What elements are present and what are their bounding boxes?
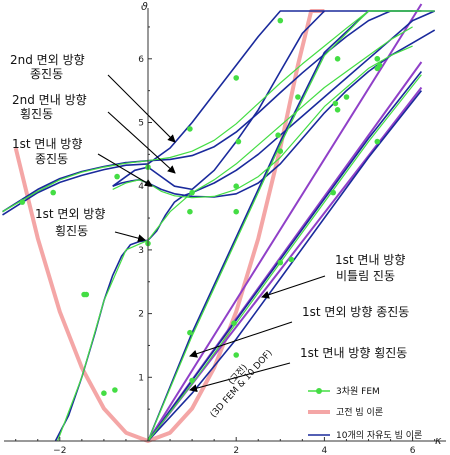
- ten-dof-curve-4: [112, 10, 325, 191]
- fem-point-27: [275, 132, 281, 138]
- fem-point-2: [50, 189, 56, 196]
- fem-point-8: [277, 17, 284, 24]
- fem-curve-4: [147, 10, 422, 442]
- legend-label-1: 3차원 FEM: [336, 385, 380, 397]
- annotation-line2-4: 횡진동: [55, 224, 88, 238]
- y-tick-label: 1: [138, 373, 144, 383]
- fem-point-25: [187, 329, 193, 336]
- fem-point-12: [187, 208, 193, 215]
- y-tick-label: 6: [138, 55, 144, 65]
- fem-point-18: [101, 390, 107, 397]
- annotation-line1-3: 1st 면내 방향: [12, 137, 82, 151]
- fem-point-23: [334, 107, 341, 113]
- annotation-line1-4: 1st 면외 방향: [35, 207, 105, 221]
- fem-curve-3: [57, 26, 413, 442]
- fem-point-31: [233, 352, 239, 358]
- annotation-line1-2: 2nd 면내 방향: [12, 93, 87, 107]
- annotation-arrow-3: [97, 153, 153, 187]
- y-tick-label: 5: [138, 119, 144, 129]
- annotation-arrow-4: [114, 231, 146, 243]
- axes: −2 2 4 6 1 2 3 4 5 6 κ ϑ: [4, 0, 446, 455]
- y-tick-label: 2: [138, 310, 144, 320]
- x-tick-label: 2: [233, 446, 239, 455]
- x-tick-label: 4: [322, 446, 328, 455]
- annotation-arrow-2: [107, 111, 176, 174]
- fem-point-9: [332, 100, 339, 107]
- fem-point-15: [343, 94, 350, 100]
- fem-point-29: [374, 65, 381, 72]
- ten-dof-curve-1: [2, 10, 435, 213]
- legend: 3차원 FEM 고전 빔 이론 10개의 자유도 빔 이론: [308, 385, 422, 441]
- purple-reference-line-1: [147, 3, 423, 442]
- annotation-arrow-1: [107, 74, 176, 143]
- fem-point-17: [81, 291, 87, 298]
- legend-label-2: 고전 빔 이론: [336, 407, 383, 418]
- annotation-line2-5: 비틀림 진동: [336, 269, 395, 283]
- annotation-line1-7: 1st 면내 방향 횡진동: [300, 346, 407, 360]
- annotation-line1-6: 1st 면외 방향 종진동: [302, 305, 409, 319]
- fem-point-32: [277, 259, 284, 266]
- fem-point-30: [189, 377, 195, 384]
- fem-point-28: [334, 56, 341, 62]
- classic-beam-curve: [13, 9, 325, 443]
- fem-point-22: [277, 148, 284, 154]
- fem-point-1: [19, 199, 26, 205]
- annotation-line1-5: 1st 면내 방향: [335, 253, 405, 267]
- fem-point-20: [189, 189, 195, 196]
- fem-point-36: [374, 138, 381, 145]
- fem-point-34: [288, 256, 295, 263]
- fem-point-6: [187, 126, 193, 132]
- fem-point-26: [233, 208, 239, 215]
- y-tick-label: 4: [138, 182, 144, 192]
- ten-dof-curve-8: [147, 90, 423, 442]
- y-tick-label: 3: [138, 246, 144, 256]
- annotation-line2-3: 종진동: [35, 152, 68, 166]
- reference-curves: [13, 3, 423, 443]
- fem-point-14: [295, 94, 301, 100]
- fem-point-11: [114, 173, 120, 180]
- x-tick-label: 6: [410, 446, 416, 455]
- fem-point-7: [233, 75, 239, 81]
- annotation-line2-2: 횡진동: [20, 107, 53, 121]
- fem-point-4: [112, 387, 118, 393]
- fem-point-21: [233, 183, 239, 189]
- annotation-line1-1: 2nd 면외 방향: [10, 53, 85, 67]
- annotation-arrow-5: [261, 275, 326, 299]
- legend-label-3: 10개의 자유도 빔 이론: [336, 430, 422, 441]
- fem-point-24: [374, 56, 381, 62]
- annotation-arrow-6: [189, 321, 293, 358]
- fem-curve-1: [2, 10, 435, 213]
- legend-marker-fem: [316, 388, 322, 394]
- annotation-line2-1: 종진동: [30, 67, 63, 81]
- annotation-arrow-7: [189, 362, 291, 393]
- fem-point-13: [235, 138, 242, 145]
- x-tick-label: −2: [53, 446, 66, 455]
- fem-point-35: [330, 189, 337, 196]
- y-axis-title: ϑ: [141, 0, 148, 13]
- x-axis-title: κ: [435, 434, 442, 447]
- fem-point-33: [231, 320, 237, 327]
- ten-dof-curve-2: [2, 10, 413, 216]
